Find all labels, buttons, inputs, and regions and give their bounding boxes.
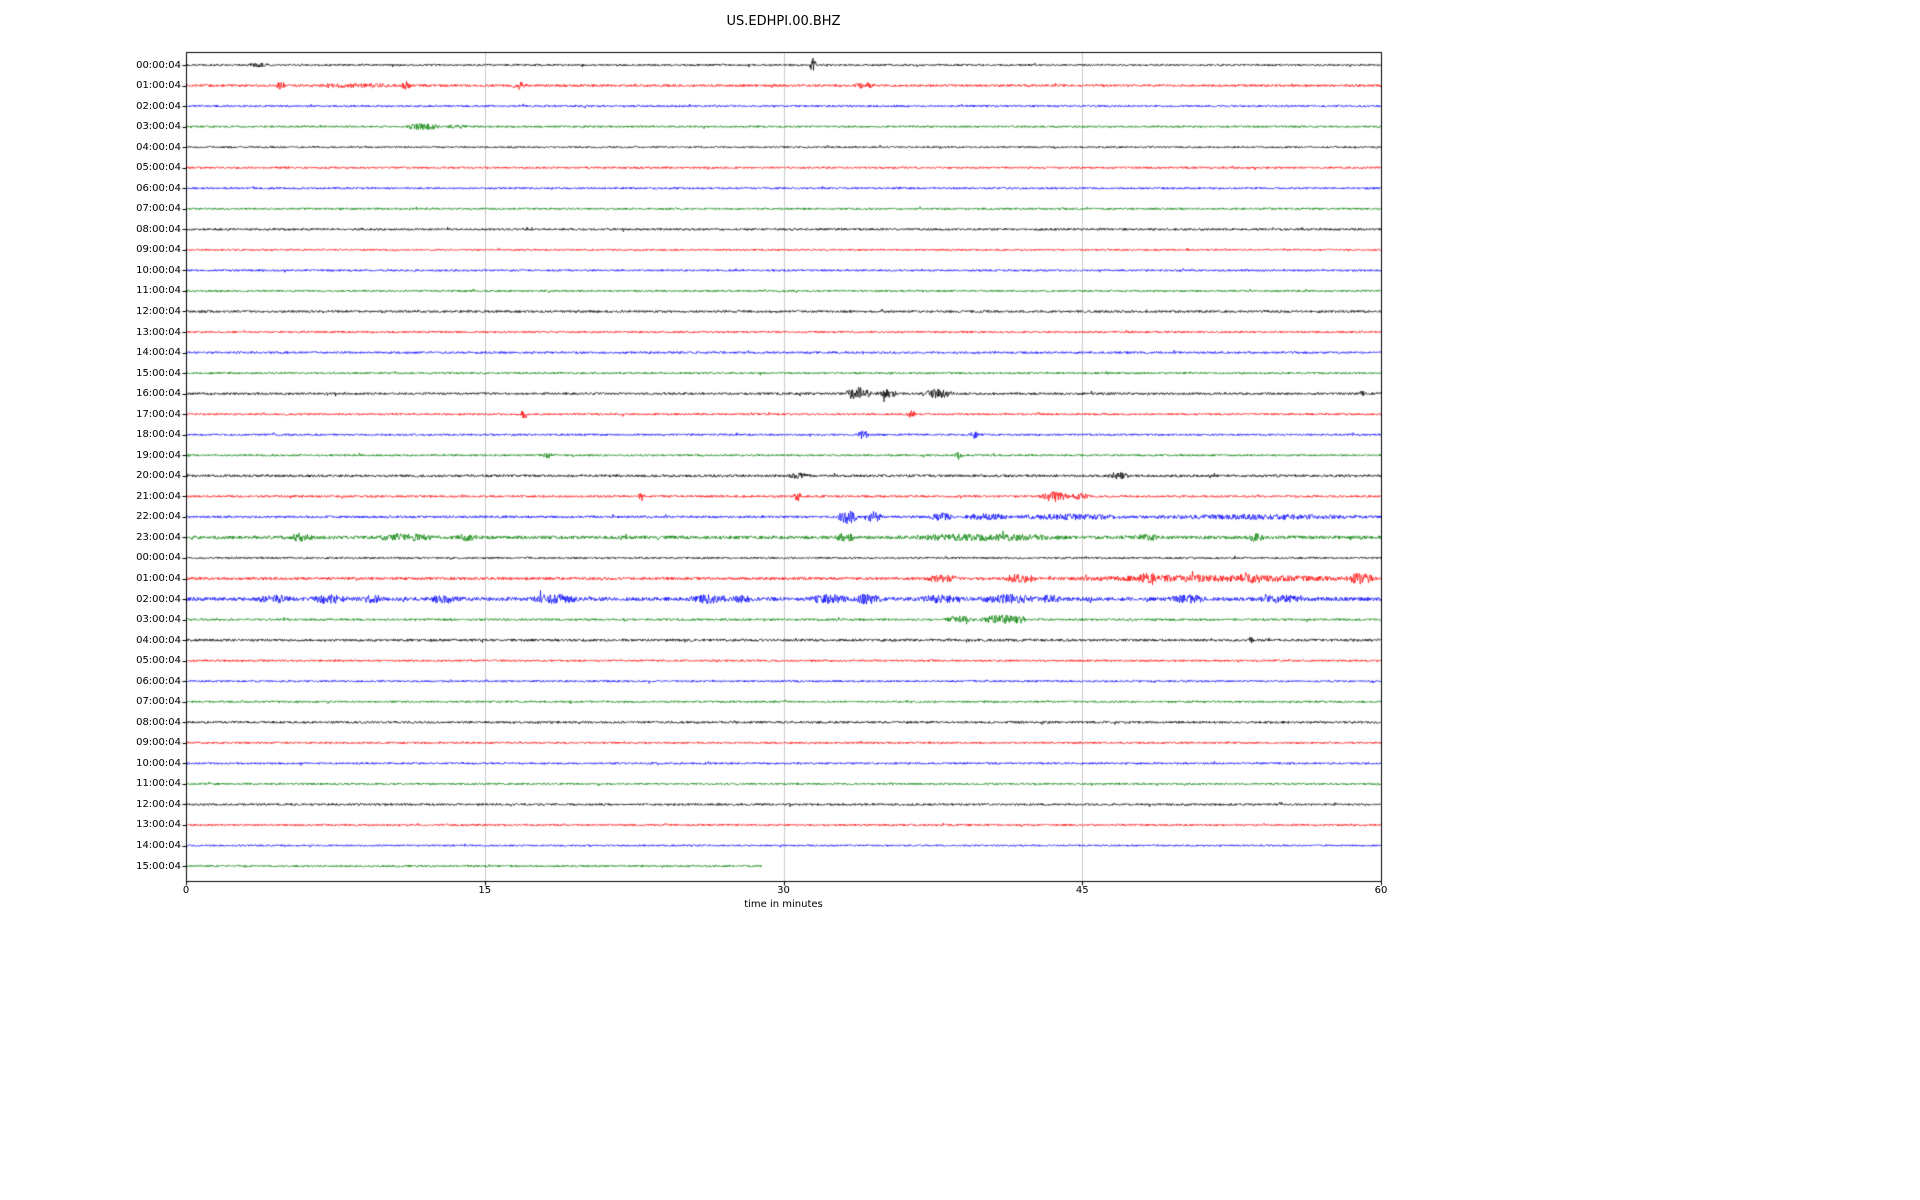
y-axis-label: 12:00:04	[136, 305, 181, 317]
y-axis-label: 08:00:04	[136, 716, 181, 728]
y-axis-label: 05:00:04	[136, 655, 181, 667]
y-axis-label: 00:00:04	[136, 59, 181, 71]
y-axis-label: 14:00:04	[136, 840, 181, 852]
y-axis-label: 09:00:04	[136, 244, 181, 256]
y-axis-label: 09:00:04	[136, 737, 181, 749]
x-axis-title: time in minutes	[744, 899, 823, 910]
y-axis-label: 14:00:04	[136, 347, 181, 359]
y-axis-label: 03:00:04	[136, 614, 181, 626]
y-axis-label: 15:00:04	[136, 367, 181, 379]
y-axis-label: 01:00:04	[136, 573, 181, 584]
y-axis-label: 02:00:04	[136, 100, 181, 112]
y-axis-label: 19:00:04	[136, 449, 181, 461]
y-axis-label: 20:00:04	[136, 470, 181, 482]
y-axis-label: 23:00:04	[136, 531, 181, 543]
y-axis-label: 06:00:04	[136, 675, 181, 687]
y-axis-label: 11:00:04	[136, 778, 181, 790]
y-axis-label: 04:00:04	[136, 634, 181, 646]
y-axis-label: 13:00:04	[136, 819, 181, 831]
y-axis-label: 00:00:04	[136, 552, 181, 564]
y-axis-label: 08:00:04	[136, 223, 181, 235]
y-axis-label: 21:00:04	[136, 490, 181, 502]
x-axis-tick-label: 45	[1075, 885, 1089, 896]
y-axis-label: 10:00:04	[136, 264, 181, 276]
y-axis-label: 22:00:04	[136, 511, 181, 523]
y-axis-label: 04:00:04	[136, 141, 181, 153]
y-axis-label: 07:00:04	[136, 203, 181, 215]
y-axis-label: 11:00:04	[136, 285, 181, 297]
y-axis-label: 02:00:04	[136, 593, 181, 605]
x-axis-tick-label: 15	[478, 885, 492, 896]
y-axis-label: 12:00:04	[136, 798, 181, 810]
y-axis-label: 06:00:04	[136, 182, 181, 194]
y-axis-label: 13:00:04	[136, 326, 181, 338]
y-axis-label: 18:00:04	[136, 429, 181, 441]
y-axis-label: 03:00:04	[136, 121, 181, 133]
y-axis-label: 07:00:04	[136, 696, 181, 708]
y-axis-label: 01:00:04	[136, 80, 181, 92]
y-axis-label: 05:00:04	[136, 162, 181, 174]
chart-title: US.EDHPI.00.BHZ	[726, 14, 841, 29]
x-axis-tick-label: 60	[1374, 885, 1388, 896]
y-axis-label: 15:00:04	[136, 860, 181, 872]
x-axis-tick-label: 30	[777, 885, 790, 896]
y-axis-label: 10:00:04	[136, 757, 181, 769]
x-axis-tick-label: 0	[182, 885, 190, 896]
y-axis-label: 17:00:04	[136, 408, 181, 420]
y-axis-label: 16:00:04	[136, 388, 181, 400]
